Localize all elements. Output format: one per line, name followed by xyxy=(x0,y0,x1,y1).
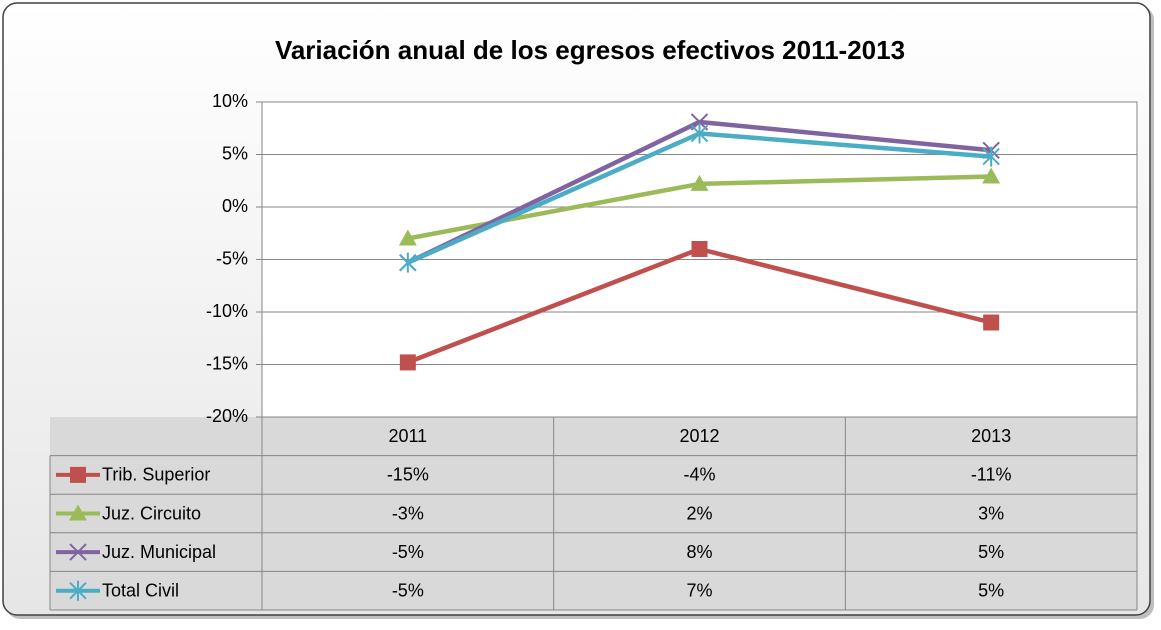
table-value: -4% xyxy=(683,465,715,485)
legend-label: Juz. Circuito xyxy=(102,503,201,523)
table-value: -11% xyxy=(971,465,1012,485)
table-value: 5% xyxy=(978,580,1004,600)
data-table xyxy=(50,417,1137,610)
chart-title: Variación anual de los egresos efectivos… xyxy=(275,35,905,65)
point-marker xyxy=(982,167,1001,184)
point-marker xyxy=(690,123,709,144)
legend-label: Trib. Superior xyxy=(102,465,210,485)
y-tick-label: -15% xyxy=(206,353,248,373)
point-marker xyxy=(399,252,417,273)
legend-marker xyxy=(69,543,87,561)
table-value: 5% xyxy=(978,542,1004,562)
point-marker xyxy=(691,241,708,257)
y-tick-label: -10% xyxy=(206,301,248,321)
point-marker xyxy=(982,146,1000,167)
y-tick-label: 10% xyxy=(212,91,248,111)
point-marker xyxy=(399,354,416,371)
table-value: -3% xyxy=(392,503,424,523)
table-value: -15% xyxy=(387,465,429,485)
legend-marker xyxy=(69,504,87,521)
table-value: 8% xyxy=(686,542,712,562)
table-value: 3% xyxy=(978,503,1004,523)
y-tick-label: -5% xyxy=(216,248,248,268)
point-marker xyxy=(690,174,709,191)
y-tick-label: -20% xyxy=(206,406,248,426)
x-tick-label: 2013 xyxy=(971,426,1011,446)
table-value: 7% xyxy=(686,580,712,600)
legend-label: Juz. Municipal xyxy=(102,542,216,562)
x-tick-label: 2011 xyxy=(388,426,427,446)
y-tick-label: 0% xyxy=(222,196,248,216)
legend-marker xyxy=(69,580,87,601)
legend-label: Total Civil xyxy=(102,580,179,600)
table-value: 2% xyxy=(686,503,712,523)
table-value: -5% xyxy=(392,542,424,562)
y-tick-label: 5% xyxy=(222,143,248,163)
table-value: -5% xyxy=(392,580,424,600)
point-marker xyxy=(398,229,417,246)
point-marker xyxy=(983,314,1000,331)
legend-marker xyxy=(70,466,86,483)
x-tick-label: 2012 xyxy=(679,426,719,446)
